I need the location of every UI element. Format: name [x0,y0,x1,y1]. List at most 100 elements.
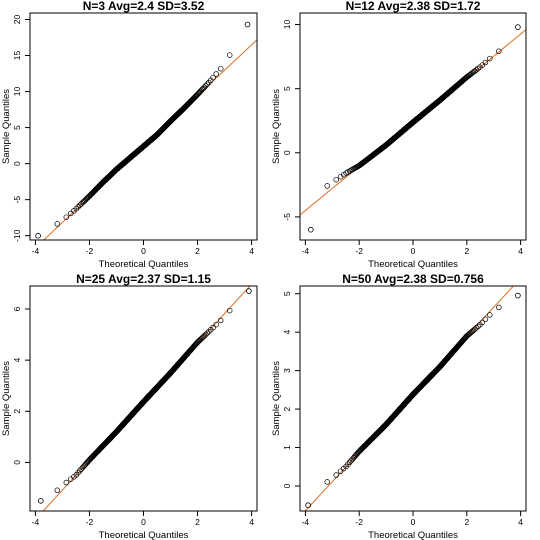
data-point [35,232,41,239]
x-tick-label: 4 [249,246,254,256]
y-tick-label: 4 [282,330,292,335]
y-axis-label: Sample Quantiles [1,89,12,164]
data-point [54,221,61,227]
chart-title: N=25 Avg=2.37 SD=1.15 [76,272,211,286]
sample-points [35,21,251,239]
y-tick-label: 20 [12,14,22,24]
data-point [54,487,61,494]
data-point [482,316,489,323]
data-point [77,467,83,474]
data-point [198,336,204,342]
y-tick-label: 0 [12,161,22,166]
x-tick-label: 2 [195,517,200,527]
data-point [196,89,203,96]
data-point [479,319,486,326]
y-tick-label: 2 [282,406,292,411]
data-point [496,304,502,311]
data-point [226,52,233,58]
data-point [204,330,210,336]
data-point [515,24,521,30]
x-tick-label: 4 [249,517,254,527]
y-tick-label: 1 [282,445,292,450]
data-point [202,83,209,89]
data-point [213,321,219,328]
x-tick-label: -2 [355,517,363,527]
y-tick-label: 5 [282,291,292,296]
x-tick-label: 0 [411,517,416,527]
y-tick-label: 5 [12,125,22,130]
y-tick-label: 10 [12,87,22,97]
chart-title: N=3 Avg=2.4 SD=3.52 [83,0,205,13]
y-tick-label: 4 [12,358,22,363]
data-point [63,479,70,486]
data-point [305,502,311,509]
data-point [324,479,330,485]
data-point [473,67,480,73]
y-tick-label: 15 [12,51,22,61]
data-point [496,48,502,55]
qq-panel-2: N=12 Avg=2.38 SD=1.72 -4 -2 0 2 4 -5 0 5 10 Theore… [271,0,527,270]
data-point [206,328,212,335]
x-tick-label: -4 [32,246,40,256]
data-point [217,65,224,72]
y-axis-label: Sample Quantiles [1,361,12,436]
x-axis-label: Theoretical Quantiles [368,259,458,270]
x-tick-label: 4 [518,246,523,256]
data-point [307,226,314,233]
x-tick-label: -4 [32,517,40,527]
data-point [210,324,216,331]
data-point [487,312,493,318]
x-tick-label: -4 [302,246,310,256]
data-point [202,331,209,338]
y-tick-label: 0 [282,483,292,488]
x-tick-label: -2 [86,246,94,256]
y-tick-label: 6 [12,306,22,311]
x-tick-label: 2 [464,517,469,527]
x-tick-label: 4 [518,517,523,527]
x-tick-label: -4 [302,517,310,527]
data-point [37,497,44,504]
data-point [482,59,489,66]
y-axis-label: Sample Quantiles [271,361,282,436]
data-point [472,326,478,332]
qq-panel-3: N=25 Avg=2.37 SD=1.15 -4 -2 0 2 4 0 2 4 6 Theoreti… [1,272,258,540]
data-point [345,461,351,467]
x-axis-label: Theoretical Quantiles [99,259,189,270]
x-tick-label: 2 [195,246,200,256]
y-tick-label: 0 [12,460,22,465]
data-point [63,214,70,220]
x-tick-label: -2 [355,246,363,256]
y-tick-label: 0 [282,150,292,155]
data-point [201,84,208,90]
data-point [204,81,210,87]
chart-title: N=50 Avg=2.38 SD=0.756 [342,272,484,286]
plot-frame [299,12,527,241]
data-point [346,459,353,466]
data-point [213,71,219,77]
data-point [333,472,339,478]
data-point [244,21,251,28]
data-point [337,468,344,474]
sample-points [305,292,521,509]
x-tick-label: -2 [86,517,94,527]
sample-points [37,288,252,504]
data-point [226,307,233,314]
y-tick-label: -10 [12,229,22,242]
qq-panel-1: N=3 Avg=2.4 SD=3.52 -4 -2 0 2 4 -10 -5 0 5 10 15 20 T… [1,0,258,270]
data-point [333,176,339,183]
data-point [473,325,480,331]
data-point [217,317,224,324]
x-axis-label: Theoretical Quantiles [99,530,189,540]
y-tick-label: 5 [282,86,292,91]
data-point [487,55,493,62]
data-point [75,469,81,476]
data-point [324,183,330,189]
x-tick-label: 0 [141,246,146,256]
plot-frame [29,12,258,241]
data-point [210,74,216,81]
data-point [475,323,481,330]
y-tick-label: 3 [282,368,292,373]
x-tick-label: 0 [141,517,146,527]
x-tick-label: 2 [464,246,469,256]
